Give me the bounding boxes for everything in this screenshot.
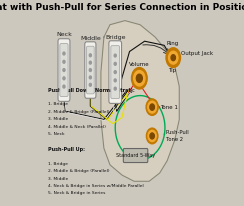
Circle shape (89, 76, 92, 79)
FancyBboxPatch shape (60, 44, 68, 96)
Text: 2. Middle & Bridge (Parallel): 2. Middle & Bridge (Parallel) (49, 169, 110, 173)
Circle shape (114, 71, 116, 74)
Text: Push-Pull
Tone 2: Push-Pull Tone 2 (166, 130, 189, 142)
Circle shape (171, 55, 175, 61)
Text: Middle: Middle (80, 36, 101, 41)
FancyBboxPatch shape (123, 149, 148, 163)
Text: Volume: Volume (129, 62, 150, 67)
Text: Bridge: Bridge (105, 35, 125, 40)
Text: 5. Neck & Bridge in Series: 5. Neck & Bridge in Series (49, 191, 106, 195)
Text: Standard 5-Way: Standard 5-Way (116, 153, 155, 158)
Circle shape (89, 83, 92, 86)
Text: Ring: Ring (166, 41, 179, 46)
Circle shape (114, 87, 116, 90)
Circle shape (150, 104, 154, 110)
Text: 1. Bridge: 1. Bridge (49, 102, 69, 106)
Text: 4. Neck & Bridge in Series w/Middle Parallel: 4. Neck & Bridge in Series w/Middle Para… (49, 184, 144, 188)
Circle shape (114, 62, 116, 65)
Text: 4. Middle & Neck (Parallel): 4. Middle & Neck (Parallel) (49, 125, 106, 129)
Circle shape (89, 69, 92, 71)
Circle shape (169, 51, 178, 64)
Text: Tip: Tip (168, 68, 177, 73)
Text: 2. Middle & Bridge (Parallel): 2. Middle & Bridge (Parallel) (49, 110, 110, 114)
Circle shape (63, 85, 65, 88)
Text: 3. Middle: 3. Middle (49, 177, 69, 180)
Circle shape (63, 52, 65, 55)
Text: Neck: Neck (56, 33, 72, 37)
Text: Push-Pull Up:: Push-Pull Up: (49, 147, 85, 152)
FancyBboxPatch shape (87, 46, 94, 94)
Circle shape (166, 48, 181, 68)
Circle shape (150, 133, 154, 139)
Text: 5. Neck: 5. Neck (49, 132, 65, 136)
Text: Output Jack: Output Jack (181, 51, 213, 56)
FancyBboxPatch shape (111, 46, 120, 98)
Circle shape (146, 128, 158, 144)
Circle shape (89, 61, 92, 64)
Circle shape (63, 69, 65, 71)
Circle shape (63, 60, 65, 63)
Circle shape (63, 77, 65, 80)
FancyBboxPatch shape (58, 39, 70, 101)
Circle shape (148, 101, 156, 113)
Text: Strat with Push-Pull for Series Connection in Position 5: Strat with Push-Pull for Series Connecti… (0, 3, 244, 12)
Circle shape (148, 130, 156, 142)
Circle shape (132, 68, 147, 89)
Circle shape (89, 54, 92, 57)
FancyBboxPatch shape (109, 41, 122, 103)
Text: Push-Pull Down (Normal Strat):: Push-Pull Down (Normal Strat): (49, 88, 135, 92)
Circle shape (114, 54, 116, 57)
Circle shape (114, 79, 116, 82)
Text: Tone 1: Tone 1 (161, 105, 178, 110)
Circle shape (146, 99, 158, 115)
Circle shape (136, 74, 142, 82)
Text: 3. Middle: 3. Middle (49, 117, 69, 121)
FancyBboxPatch shape (85, 42, 96, 98)
Circle shape (134, 71, 145, 86)
Text: 1. Bridge: 1. Bridge (49, 162, 69, 166)
Polygon shape (101, 21, 179, 181)
